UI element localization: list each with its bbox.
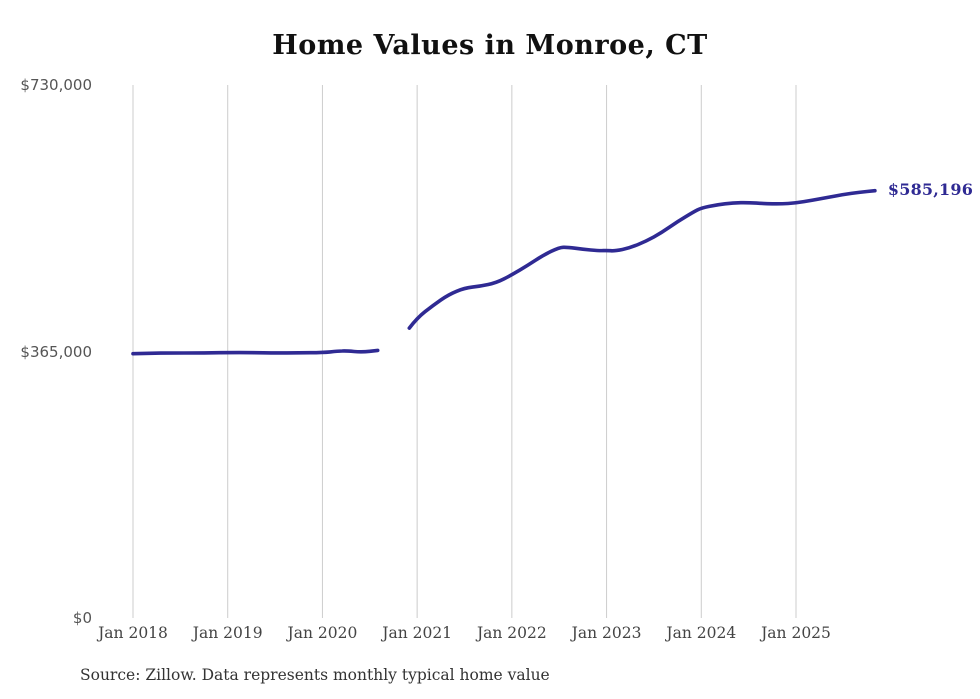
x-axis-tick-label: Jan 2024 bbox=[666, 624, 737, 642]
end-value-label: $585,196 bbox=[887, 179, 974, 199]
y-axis-tick-label: $730,000 bbox=[20, 76, 92, 94]
x-axis-tick-label: Jan 2021 bbox=[382, 624, 453, 642]
x-axis-tick-label: Jan 2020 bbox=[287, 624, 358, 642]
y-axis-tick-label: $365,000 bbox=[20, 342, 92, 361]
x-axis-tick-label: Jan 2025 bbox=[761, 624, 831, 642]
value-line bbox=[131, 348, 380, 356]
x-axis-tick-label: Jan 2019 bbox=[192, 624, 263, 642]
y-axis-tick-label: $0 bbox=[72, 609, 92, 627]
chart-title: Home Values in Monroe, CT bbox=[272, 30, 708, 61]
source-note: Source: Zillow. Data represents monthly … bbox=[80, 666, 550, 684]
x-axis-tick-label: Jan 2022 bbox=[476, 624, 547, 642]
value-line bbox=[407, 188, 877, 330]
x-axis-tick-label: Jan 2018 bbox=[98, 624, 168, 642]
x-axis-tick-label: Jan 2023 bbox=[571, 624, 642, 642]
